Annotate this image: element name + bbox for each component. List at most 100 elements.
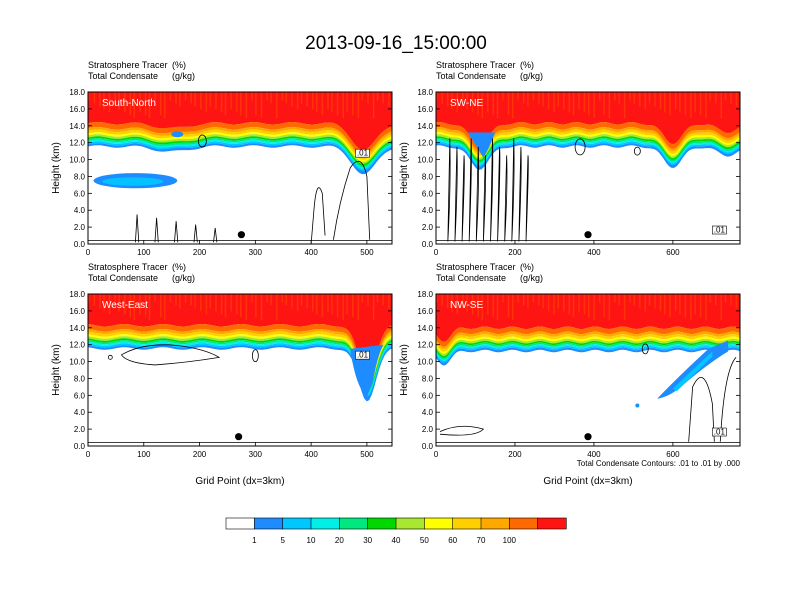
tracer-streak [300,294,303,306]
colorbar-label: 10 [307,536,316,545]
tracer-streak [603,92,605,116]
y-tick-label: 14.0 [69,324,85,333]
tracer-streak [114,92,116,107]
plot-content: .01 [88,92,392,244]
plot-frame [435,293,741,447]
tracer-band [88,141,392,172]
tracer-streak [538,92,540,104]
tracer-band [436,347,740,366]
tracer-band [436,340,740,359]
contour [447,138,451,242]
x-tick-label: 200 [193,248,207,257]
tracer-streak [352,92,354,116]
tracer-streak [321,92,324,116]
tracer-streak [709,294,712,303]
contour [310,187,326,244]
y-tick-label: 0.0 [422,240,434,249]
tracer-streak [608,294,611,321]
x-tick-label: 300 [249,450,263,459]
y-axis-label: Height (km) [51,344,62,396]
tracer-streak [361,294,364,303]
y-axis-label: Height (km) [399,344,410,396]
tracer-streak [376,92,379,101]
tracer-streak [527,92,529,107]
colorbar-label: 5 [280,536,285,545]
y-tick-label: 10.0 [69,156,85,165]
subtitle-left: Stratosphere Tracer [88,60,168,70]
location-marker [235,433,243,441]
tracer-streak [496,294,499,321]
y-axis-label: Height (km) [399,142,410,194]
tracer-streak [312,92,314,110]
y-tick-label: 12.0 [69,139,85,148]
tracer-streak [164,92,166,119]
tracer-streak [285,92,288,104]
x-tick-label: 200 [508,248,522,257]
y-tick-label: 16.0 [417,307,433,316]
tracer-streak [705,92,707,119]
tracer-streak [553,294,555,315]
tracer-streak [205,92,208,113]
tracer-streak [527,294,529,309]
contour [107,354,113,360]
tracer-streak [175,92,177,104]
y-tick-label: 10.0 [69,358,85,367]
tracer-streak [512,92,514,119]
x-tick-label: 500 [360,248,374,257]
tracer-streak [532,294,535,303]
contour-label-box [712,427,727,437]
y-tick-label: 2.0 [74,425,86,434]
tracer-streak [542,92,544,107]
tracer-streak [593,294,595,321]
tracer-streak [179,92,181,107]
y-tick-label: 16.0 [417,105,433,114]
colorbar-swatch [310,517,340,530]
condensate-plume [467,132,496,158]
tracer-streak [103,294,105,312]
tracer-streak [436,92,438,101]
tracer-streak [441,294,443,306]
tracer-streak [205,294,208,315]
tracer-streak [276,294,278,321]
contour [574,138,586,156]
y-tick-label: 14.0 [417,324,433,333]
tracer-streak [507,294,510,318]
tracer-streak [194,294,196,309]
subtitle-left: Stratosphere Tracer [436,262,516,272]
tracer-streak [382,294,384,306]
tracer-streak [306,294,308,309]
tracer-streak [451,92,453,110]
tracer-streak [715,294,717,306]
tracer-streak [331,92,333,113]
contour-label: .01 [714,428,726,437]
tracer-streak [532,92,535,101]
tracer-streak [466,92,468,110]
panel-label: NW-SE [450,300,483,311]
tracer-streak [220,92,223,113]
tracer-streak [735,92,738,107]
colorbar-swatch [254,517,284,530]
tracer-streak [593,92,595,119]
tracer-streak [623,294,626,321]
condensate-dot [635,403,640,408]
x-axis-label: Grid Point (dx=3km) [195,476,284,487]
tracer-streak [276,92,278,119]
contour [641,343,649,355]
tracer-streak [281,92,284,101]
tracer-streak [179,294,181,309]
tracer-streak [245,92,248,119]
tracer-band [436,331,740,350]
tracer-streak [603,294,605,318]
colorbar-swatch [395,517,425,530]
tracer-streak [512,294,514,321]
tracer-streak [709,92,712,101]
tracer-streak [169,294,172,303]
x-tick-label: 600 [666,248,680,257]
tracer-streak [578,294,580,312]
tracer-streak [502,92,504,101]
subtitle-left: Total Condensate [436,273,506,283]
y-tick-label: 2.0 [422,425,434,434]
tracer-band [88,136,392,167]
condensate-core [101,177,164,186]
tracer-streak [129,294,132,318]
